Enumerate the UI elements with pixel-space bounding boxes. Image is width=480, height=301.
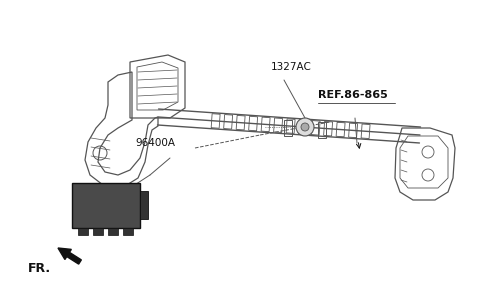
Bar	[123, 228, 133, 235]
Bar	[318, 122, 326, 138]
Bar	[72, 183, 140, 228]
Bar	[284, 120, 292, 136]
Bar	[140, 191, 148, 219]
Text: FR.: FR.	[28, 262, 51, 275]
Bar	[78, 228, 88, 235]
FancyArrow shape	[58, 248, 81, 264]
Text: 1327AC: 1327AC	[271, 62, 312, 72]
Text: 96400A: 96400A	[135, 138, 175, 148]
Bar	[108, 228, 118, 235]
Text: REF.86-865: REF.86-865	[318, 90, 388, 100]
Circle shape	[301, 123, 309, 131]
Bar	[93, 228, 103, 235]
Circle shape	[296, 118, 314, 136]
